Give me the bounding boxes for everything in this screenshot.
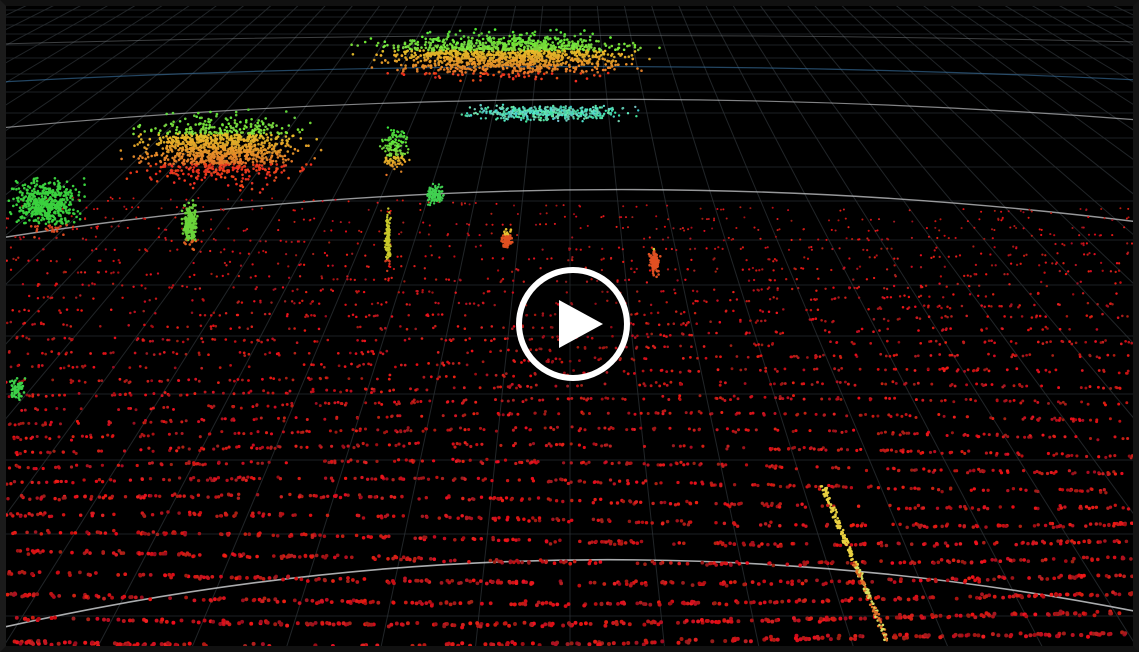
play-circle-icon	[516, 267, 630, 381]
tree-points	[7, 27, 661, 402]
range-rings	[0, 34, 1139, 629]
object-points	[500, 228, 889, 642]
ground-points	[4, 196, 1135, 648]
play-button[interactable]	[515, 266, 631, 382]
